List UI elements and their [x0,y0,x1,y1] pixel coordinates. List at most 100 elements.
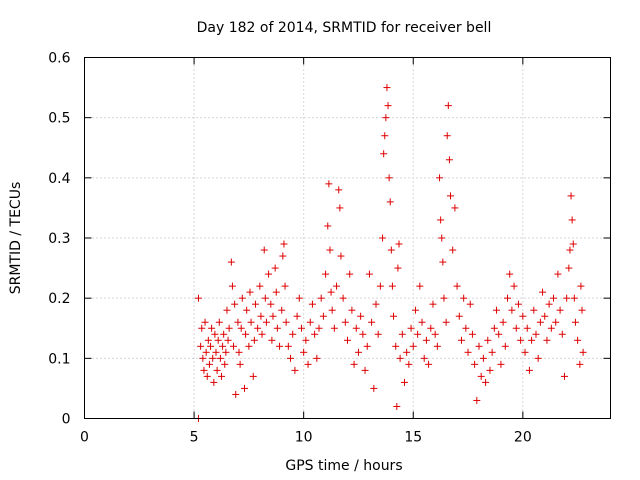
data-point [219,342,227,350]
data-point [386,198,394,206]
data-point [322,270,330,278]
data-point [563,294,571,302]
data-point [238,294,246,302]
data-point [576,360,584,368]
data-point [376,282,384,290]
data-point [403,348,411,356]
data-point [392,342,400,350]
data-point [519,312,527,320]
data-point [350,360,358,368]
data-point [578,306,586,314]
data-point [242,330,250,338]
data-point [554,270,562,278]
data-point [405,360,413,368]
data-point [439,258,447,266]
data-point [484,336,492,344]
data-point [503,294,511,302]
data-point [271,264,279,272]
data-point [422,336,430,344]
data-point [382,114,390,122]
data-point [437,216,445,224]
data-point [395,240,403,248]
data-point [528,336,536,344]
data-point [348,306,356,314]
data-point [400,378,408,386]
data-point [482,378,490,386]
data-point [306,318,314,326]
data-point [235,348,243,356]
data-point [272,288,280,296]
data-point [280,240,288,248]
data-point [300,348,308,356]
data-point [543,336,551,344]
data-point [223,306,231,314]
data-point [499,318,507,326]
data-point [451,204,459,212]
data-point [381,132,389,140]
data-point [512,324,520,332]
data-point [388,282,396,290]
data-point [433,342,441,350]
data-point [361,366,369,374]
data-point [221,360,229,368]
data-point [256,282,264,290]
data-point [273,324,281,332]
data-point [442,318,450,326]
data-point [200,366,208,374]
data-point [552,318,560,326]
data-point [214,336,222,344]
axis-ticks: 0 0.1 0.2 0.3 0.4 0.5 0.6 0 5 10 15 20 [48,51,611,446]
data-point [365,270,373,278]
data-point [468,330,476,338]
data-point [258,330,266,338]
data-point [506,270,514,278]
data-point [464,348,472,356]
data-point [536,318,544,326]
data-point [359,330,367,338]
data-point [396,354,404,362]
data-point [328,306,336,314]
data-point [558,330,566,338]
data-point [431,330,439,338]
x-tick-label: 5 [190,430,199,446]
data-point [568,216,576,224]
chart-title: Day 182 of 2014, SRMTID for receiver bel… [197,20,492,36]
data-point [227,258,235,266]
data-point [336,204,344,212]
data-point [228,282,236,290]
x-tick-label: 15 [404,430,422,446]
data-point [525,366,533,374]
data-point [490,324,498,332]
data-point [317,294,325,302]
y-tick-label: 0.5 [48,111,70,127]
data-point [315,324,323,332]
data-point [234,318,242,326]
data-point [517,336,525,344]
data-point [330,324,338,332]
data-point [269,312,277,320]
data-point [374,330,382,338]
data-point [267,300,275,308]
data-point [311,330,319,338]
data-point [335,186,343,194]
data-point [354,348,362,356]
data-point [383,84,391,92]
y-axis-label: SRMTID / TECUs [8,182,24,295]
data-point [574,336,582,344]
data-point [304,360,312,368]
data-point [438,234,446,242]
data-point [211,330,219,338]
data-point [230,342,238,350]
data-point [212,348,220,356]
data-point [243,306,251,314]
data-point [215,318,223,326]
data-point [197,342,205,350]
data-point [216,354,224,362]
data-point [262,318,270,326]
data-point [510,282,518,290]
data-point [453,282,461,290]
data-point [203,372,211,380]
data-point [202,348,210,356]
data-point [475,342,483,350]
data-point [236,360,244,368]
